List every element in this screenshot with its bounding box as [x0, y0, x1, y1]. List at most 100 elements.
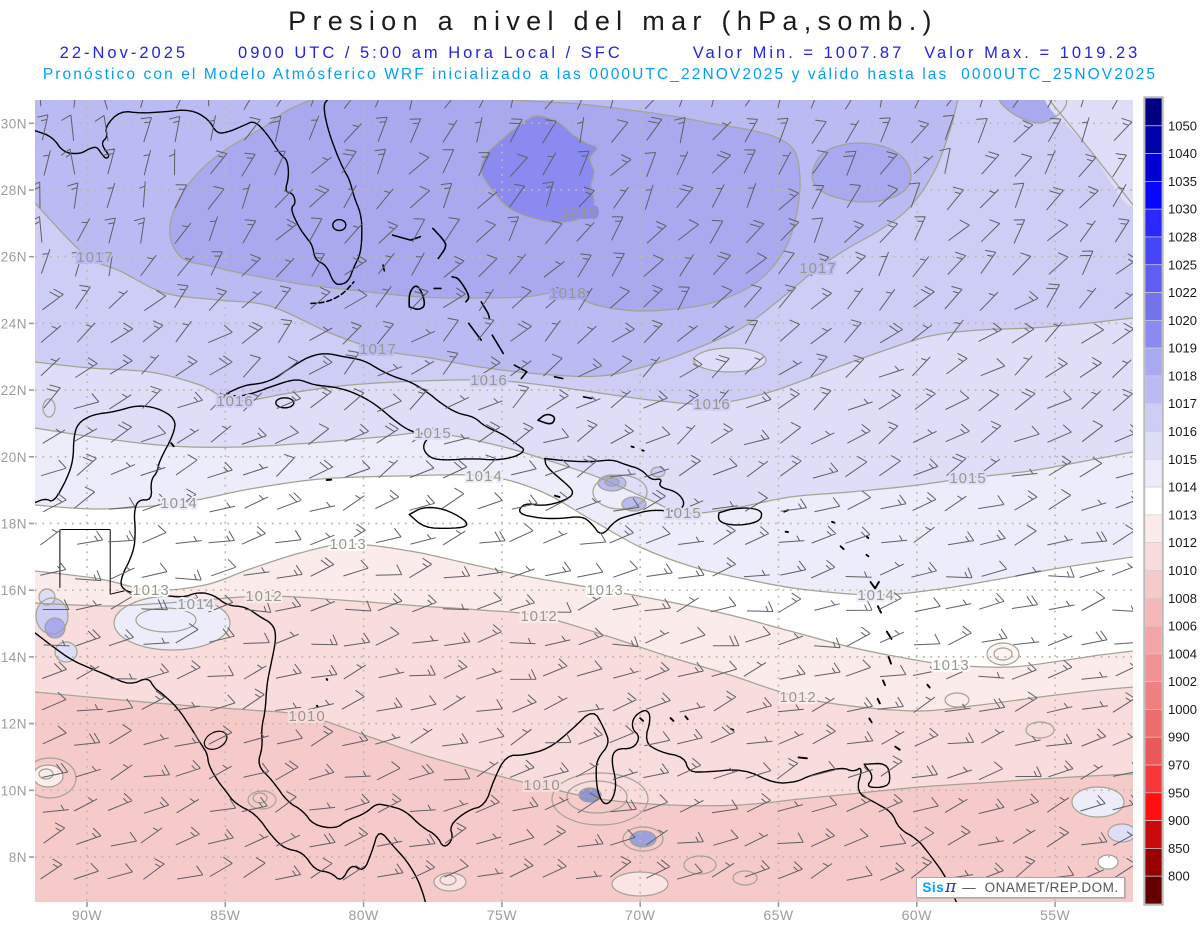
- colorbar-label-1006: 1006: [1168, 619, 1197, 634]
- lon-label-85W: 85W: [210, 907, 241, 923]
- colorbar-label-1030: 1030: [1168, 202, 1197, 217]
- island-6: [867, 537, 869, 538]
- isobar-label-1013: 1013: [932, 657, 969, 674]
- isobar-label-1016: 1016: [216, 393, 253, 410]
- isobar-label-1017: 1017: [76, 249, 113, 266]
- colorbar-segment: [1145, 709, 1162, 737]
- colorbar-label-1022: 1022: [1168, 285, 1197, 300]
- colorbar-segment: [1145, 404, 1162, 432]
- colorbar-label-900: 900: [1168, 813, 1190, 828]
- isobar-label-1015: 1015: [664, 505, 701, 522]
- isobar-label-1016: 1016: [693, 396, 730, 413]
- lat-label-22N: 22N: [1, 383, 27, 398]
- isobar-label-1015: 1015: [414, 425, 451, 442]
- colorbar-label-950: 950: [1168, 785, 1190, 800]
- colorbar-label-990: 990: [1168, 730, 1190, 745]
- island-17: [799, 757, 807, 758]
- colorbar-label-1008: 1008: [1168, 591, 1197, 606]
- colorbar-label-1050: 1050: [1168, 118, 1197, 133]
- colorbar-segment: [1145, 765, 1162, 793]
- branding-org: — ONAMET/REP.DOM.: [958, 880, 1119, 895]
- island-4: [832, 522, 834, 523]
- colorbar-label-1015: 1015: [1168, 452, 1197, 467]
- page-title: Presion a nivel del mar (hPa,somb.): [13, 6, 1200, 37]
- lat-label-12N: 12N: [1, 717, 27, 732]
- colorbar-segment: [1145, 654, 1162, 682]
- colorbar-label-850: 850: [1168, 841, 1190, 856]
- colorbar-label-1002: 1002: [1168, 674, 1197, 689]
- colorbar-segment: [1145, 876, 1162, 904]
- colorbar-label-1028: 1028: [1168, 229, 1197, 244]
- island-25: [327, 679, 328, 680]
- colorbar-segment: [1145, 320, 1162, 348]
- forecast-run-info: 0900 UTC / 5:00 am Hora Local / SFC: [238, 44, 623, 63]
- lon-label-65W: 65W: [763, 907, 794, 923]
- colorbar-segment: [1145, 293, 1162, 321]
- colorbar-segment: [1145, 265, 1162, 293]
- colorbar-segment: [1145, 543, 1162, 571]
- colorbar-segment: [1145, 737, 1162, 765]
- forecast-date: 22-Nov-2025: [60, 44, 188, 63]
- island-24: [317, 706, 318, 707]
- colorbar-segment: [1145, 821, 1162, 849]
- isobar-label-1012: 1012: [779, 689, 816, 706]
- colorbar-label-1017: 1017: [1168, 396, 1197, 411]
- valor-max: Valor Max. = 1019.23: [924, 44, 1140, 63]
- colorbar-label-1010: 1010: [1168, 563, 1197, 578]
- lon-label-55W: 55W: [1040, 907, 1071, 923]
- colorbar-label-1014: 1014: [1168, 480, 1197, 495]
- colorbar: 1050104010351030102810251022102010191018…: [1144, 97, 1197, 905]
- colorbar-segment: [1145, 154, 1162, 182]
- colorbar-label-1019: 1019: [1168, 341, 1197, 356]
- lon-label-75W: 75W: [487, 907, 518, 923]
- isobar-label-1013: 1013: [132, 582, 169, 599]
- lon-label-90W: 90W: [72, 907, 103, 923]
- colorbar-segment: [1145, 459, 1162, 487]
- lat-label-18N: 18N: [1, 517, 27, 532]
- isobar-label-1019: 1019: [561, 204, 598, 221]
- colorbar-segment: [1145, 598, 1162, 626]
- isobar-label-1014: 1014: [857, 587, 894, 604]
- colorbar-segment: [1145, 209, 1162, 237]
- isobar-label-1013: 1013: [329, 536, 366, 553]
- colorbar-segment: [1145, 237, 1162, 265]
- colorbar-segment: [1145, 848, 1162, 876]
- island-7: [866, 555, 868, 557]
- branding-org-name: ONAMET/REP.DOM.: [985, 880, 1119, 895]
- isobar-label-1014: 1014: [177, 596, 214, 613]
- forecast-model-line: Pronóstico con el Modelo Atmósferico WRF…: [0, 66, 1200, 84]
- colorbar-segment: [1145, 348, 1162, 376]
- lat-label-26N: 26N: [1, 250, 27, 265]
- isobar-label-1012: 1012: [245, 588, 282, 605]
- lon-label-60W: 60W: [902, 907, 933, 923]
- branding-sis: Sis: [922, 880, 944, 895]
- colorbar-segment: [1145, 487, 1162, 515]
- isobar-label-1014: 1014: [160, 495, 197, 512]
- isobar-label-1017: 1017: [359, 341, 396, 358]
- isobar-label-1017: 1017: [799, 260, 836, 277]
- colorbar-label-1035: 1035: [1168, 174, 1197, 189]
- lat-label-20N: 20N: [1, 450, 27, 465]
- colorbar-segment: [1145, 793, 1162, 821]
- colorbar-segment: [1145, 376, 1162, 404]
- colorbar-segment: [1145, 181, 1162, 209]
- valor-min: Valor Min. = 1007.87: [693, 44, 905, 63]
- lat-label-30N: 30N: [1, 116, 27, 131]
- isobar-label-1013: 1013: [586, 582, 623, 599]
- colorbar-label-1020: 1020: [1168, 313, 1197, 328]
- lon-label-70W: 70W: [625, 907, 656, 923]
- forecast-info-line: 22-Nov-2025 0900 UTC / 5:00 am Hora Local…: [0, 44, 1200, 63]
- isobar-label-1015: 1015: [949, 470, 986, 487]
- colorbar-segment: [1145, 515, 1162, 543]
- colorbar-label-1012: 1012: [1168, 535, 1197, 550]
- island-22: [632, 447, 634, 448]
- branding-pi-icon: π: [944, 879, 958, 896]
- branding-dash: —: [962, 880, 976, 895]
- colorbar-segment: [1145, 98, 1162, 126]
- colorbar-label-1025: 1025: [1168, 257, 1197, 272]
- lon-label-80W: 80W: [348, 907, 379, 923]
- colorbar-label-1018: 1018: [1168, 368, 1197, 383]
- lat-label-8N: 8N: [9, 850, 27, 865]
